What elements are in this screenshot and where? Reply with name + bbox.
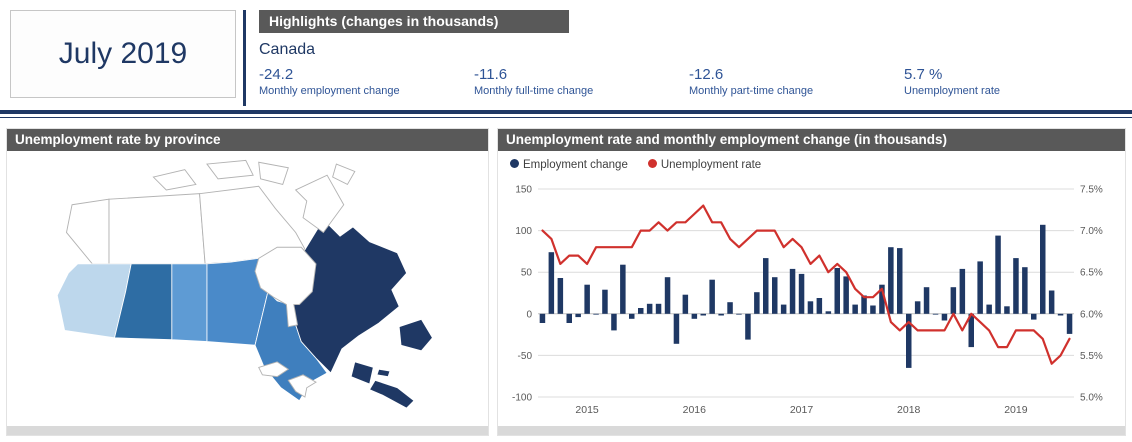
svg-text:6.0%: 6.0% [1080,309,1103,320]
svg-text:7.5%: 7.5% [1080,185,1103,196]
legend-item-unemployment-rate[interactable]: Unemployment rate [647,159,762,171]
svg-text:0: 0 [526,309,532,320]
highlights-section: Highlights (changes in thousands) Canada… [243,10,1126,106]
stat-label: Monthly full-time change [474,85,594,97]
province-saskatchewan[interactable] [171,263,208,342]
legend-item-employment-change[interactable]: Employment change [510,159,628,171]
territory-northwest-territories [108,193,206,265]
chart-panel-footer [498,426,1125,435]
chart-legend: Employment change Unemployment rate [498,151,1125,173]
svg-text:2018: 2018 [897,404,921,416]
svg-text:100: 100 [515,226,532,237]
svg-text:2016: 2016 [683,404,707,416]
chart-panel: Unemployment rate and monthly employment… [497,128,1126,436]
right-axis-labels: 7.5% 7.0% 6.5% 6.0% 5.5% 5.0% [1080,185,1103,404]
svg-text:150: 150 [515,185,532,196]
x-axis-labels: 2015 2016 2017 2018 2019 [575,404,1027,416]
svg-text:-50: -50 [518,351,533,362]
highlights-stats-row: -24.2 Monthly employment change -11.6 Mo… [259,66,1126,97]
map-area [7,151,488,426]
svg-text:50: 50 [521,268,533,279]
highlights-title-bar: Highlights (changes in thousands) [259,10,569,33]
legend-label-unemployment-rate: Unemployment rate [660,159,762,171]
stat-unemployment-rate: 5.7 % Unemployment rate [904,66,1119,97]
stat-monthly-part-time-change: -12.6 Monthly part-time change [689,66,904,97]
unemployment-rate-line[interactable] [541,204,1071,365]
svg-text:5.5%: 5.5% [1080,351,1103,362]
legend-dot-unemployment-rate [647,159,657,168]
chart-area[interactable]: 150 100 50 0 -50 -100 7.5% 7.0% 6.5% 6.0% 5.5% 5.0%… [498,173,1125,426]
province-new-brunswick[interactable] [350,361,374,385]
territory-yukon [65,198,110,265]
hudson-bay [254,246,317,328]
map-panel: Unemployment rate by province [6,128,489,436]
arctic-island [152,169,197,191]
report-date-label: July 2019 [58,37,188,70]
legend-dot-employment-change [510,159,519,168]
stat-label: Unemployment rate [904,85,1000,97]
svg-text:2017: 2017 [790,404,814,416]
svg-text:5.0%: 5.0% [1080,393,1103,404]
combo-chart[interactable]: 150 100 50 0 -50 -100 7.5% 7.0% 6.5% 6.0% 5.5% 5.0%… [502,175,1118,421]
province-newfoundland-and-labrador[interactable] [398,318,433,352]
employment-change-bars[interactable] [539,224,1073,368]
lake-huron-erie-ontario [287,374,317,398]
water-group [254,246,317,398]
legend-label-employment-change: Employment change [523,159,628,171]
stat-value: -11.6 [474,66,508,83]
svg-text:7.0%: 7.0% [1080,226,1103,237]
section-divider [0,110,1132,118]
stat-monthly-full-time-change: -11.6 Monthly full-time change [474,66,689,97]
arctic-island [206,159,254,180]
province-nova-scotia[interactable] [369,379,415,409]
svg-text:2015: 2015 [575,404,599,416]
highlights-region-label: Canada [259,41,316,58]
chart-panel-title: Unemployment rate and monthly employment… [498,129,1125,151]
stat-value: -12.6 [689,66,724,83]
report-date-box: July 2019 [10,10,236,98]
arctic-island [332,163,356,186]
stat-value: 5.7 % [904,66,943,83]
lake-superior [258,361,290,378]
svg-text:-100: -100 [512,393,532,404]
gridlines [538,188,1074,398]
stat-monthly-employment-change: -24.2 Monthly employment change [259,66,474,97]
provinces-group [56,218,433,409]
territories-group [65,185,306,265]
arctic-island [258,161,289,185]
stat-label: Monthly part-time change [689,85,814,97]
baffin-island [294,174,345,234]
stat-label: Monthly employment change [259,85,400,97]
svg-text:6.5%: 6.5% [1080,268,1103,279]
province-alberta[interactable] [114,263,173,341]
canada-choropleth-map[interactable] [13,153,473,421]
left-axis-labels: 150 100 50 0 -50 -100 [512,185,532,404]
stat-value: -24.2 [259,66,294,83]
province-prince-edward-island[interactable] [376,368,391,378]
arctic-islands-group [152,159,356,234]
map-panel-footer [7,426,488,435]
map-panel-title: Unemployment rate by province [7,129,488,151]
svg-text:2019: 2019 [1004,404,1028,416]
